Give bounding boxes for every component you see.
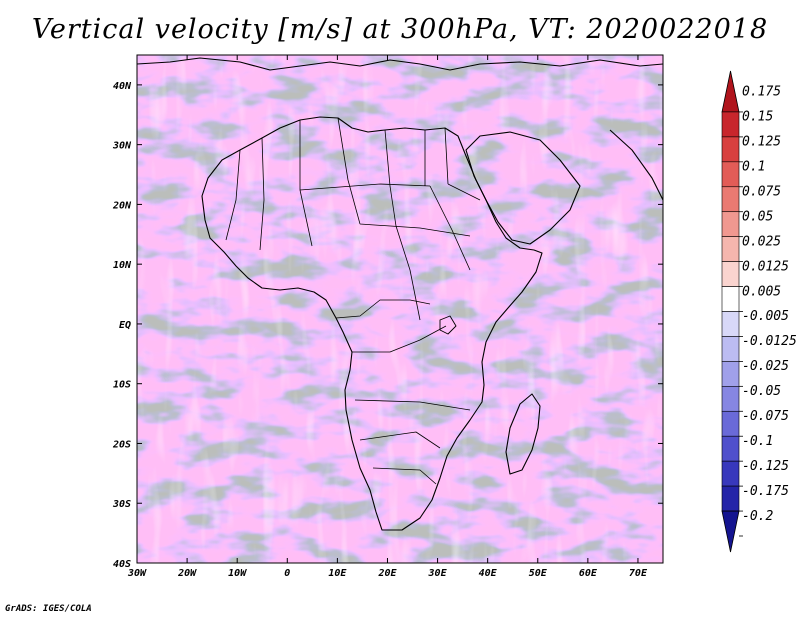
colorbar-label: 0.175 [742,85,781,100]
colorbar-label: -0.005 [742,309,789,324]
grads-credit: GrADS: IGES/COLA [5,604,92,614]
colorbar-label: -0.075 [742,409,789,424]
colorbar-swatch [721,70,740,113]
lon-label: 60E [579,568,598,579]
colorbar-legend: 0.175 0.15 0.125 0.1 0.075 0.05 0.025 0.0125 0.0… [721,70,797,553]
colorbar-swatch [721,136,740,163]
lon-label: 20W [177,568,197,579]
europe-coastline [137,57,663,71]
india-coastline [609,129,663,201]
lat-label: 30S [112,499,131,510]
colorbar-swatch [721,336,740,362]
colorbar-swatch [721,236,740,262]
colorbar-swatch [721,261,740,287]
colorbar-label: 0.05 [742,209,773,224]
colorbar-label: -0.125 [742,459,789,474]
plot-frame [136,54,664,564]
colorbar-swatch [721,111,740,138]
lat-label: 40N [113,81,132,92]
africa-coastline [201,116,543,531]
lat-label: 20S [112,439,131,450]
borders [225,117,481,485]
lon-label: 70E [629,568,648,579]
lon-label: 40E [479,568,498,579]
colorbar-label: 0.025 [742,234,781,249]
colorbar-swatch [721,460,740,487]
lat-label: 40S [113,559,131,570]
colorbar-label: -0.175 [742,484,789,499]
lake-victoria [439,315,457,335]
velocity-field [137,55,663,563]
chart-title: Vertical velocity [m/s] at 300hPa, VT: 2… [31,14,769,45]
colorbar-swatch [721,286,740,312]
colorbar-label: -0.0125 [742,334,797,349]
colorbar-label: 0.0125 [742,259,789,274]
colorbar-swatch [721,435,740,462]
colorbar-label: 0.125 [742,135,781,150]
lat-label: EQ [119,320,131,331]
coastline-borders [137,57,663,531]
colorbar-swatch [721,386,740,412]
lon-label: 20E [377,568,397,579]
colorbar-swatch [721,186,740,213]
lon-label: 0 [284,568,290,579]
lat-label: 10S [113,380,131,391]
lat-label: 20N [112,200,132,211]
colorbar-label: -0.05 [742,384,781,399]
colorbar-label: 0.1 [742,160,765,175]
lat-label: 10N [113,260,132,271]
colorbar-swatch [721,311,740,337]
colorbar-swatch [721,410,740,437]
arabia-coastline [465,131,581,245]
lon-label: 10W [228,568,247,579]
colorbar-swatch [721,361,740,387]
colorbar-swatch [721,161,740,188]
longitude-axis: 30W 20W 10W 0 10E 20E 30E 40E 50E 60E 70E [127,55,648,579]
latitude-axis: 40N 30N 20N 10N EQ 10S 20S 30S 40S [112,81,663,570]
colorbar-swatch [721,510,740,553]
colorbar-label: -0.2 [742,509,773,524]
colorbar-label: 0.005 [742,284,781,299]
lon-label: 30E [428,568,448,579]
lat-label: 30N [112,141,132,152]
colorbar-swatch [721,211,740,237]
colorbar-label: -0.025 [742,359,789,374]
colorbar-label: 0.075 [742,185,781,200]
colorbar-label: 0.15 [742,110,773,125]
colorbar-swatch [721,485,740,512]
colorbar-label: -0.1 [742,434,773,449]
madagascar-coastline [505,393,541,475]
lon-label: 50E [529,568,548,579]
lon-label: 30W [127,568,147,579]
lon-label: 10E [328,568,347,579]
